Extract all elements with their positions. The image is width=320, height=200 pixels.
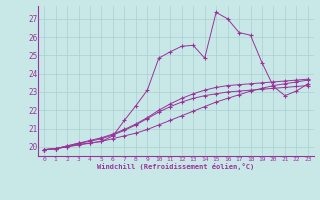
X-axis label: Windchill (Refroidissement éolien,°C): Windchill (Refroidissement éolien,°C) bbox=[97, 163, 255, 170]
